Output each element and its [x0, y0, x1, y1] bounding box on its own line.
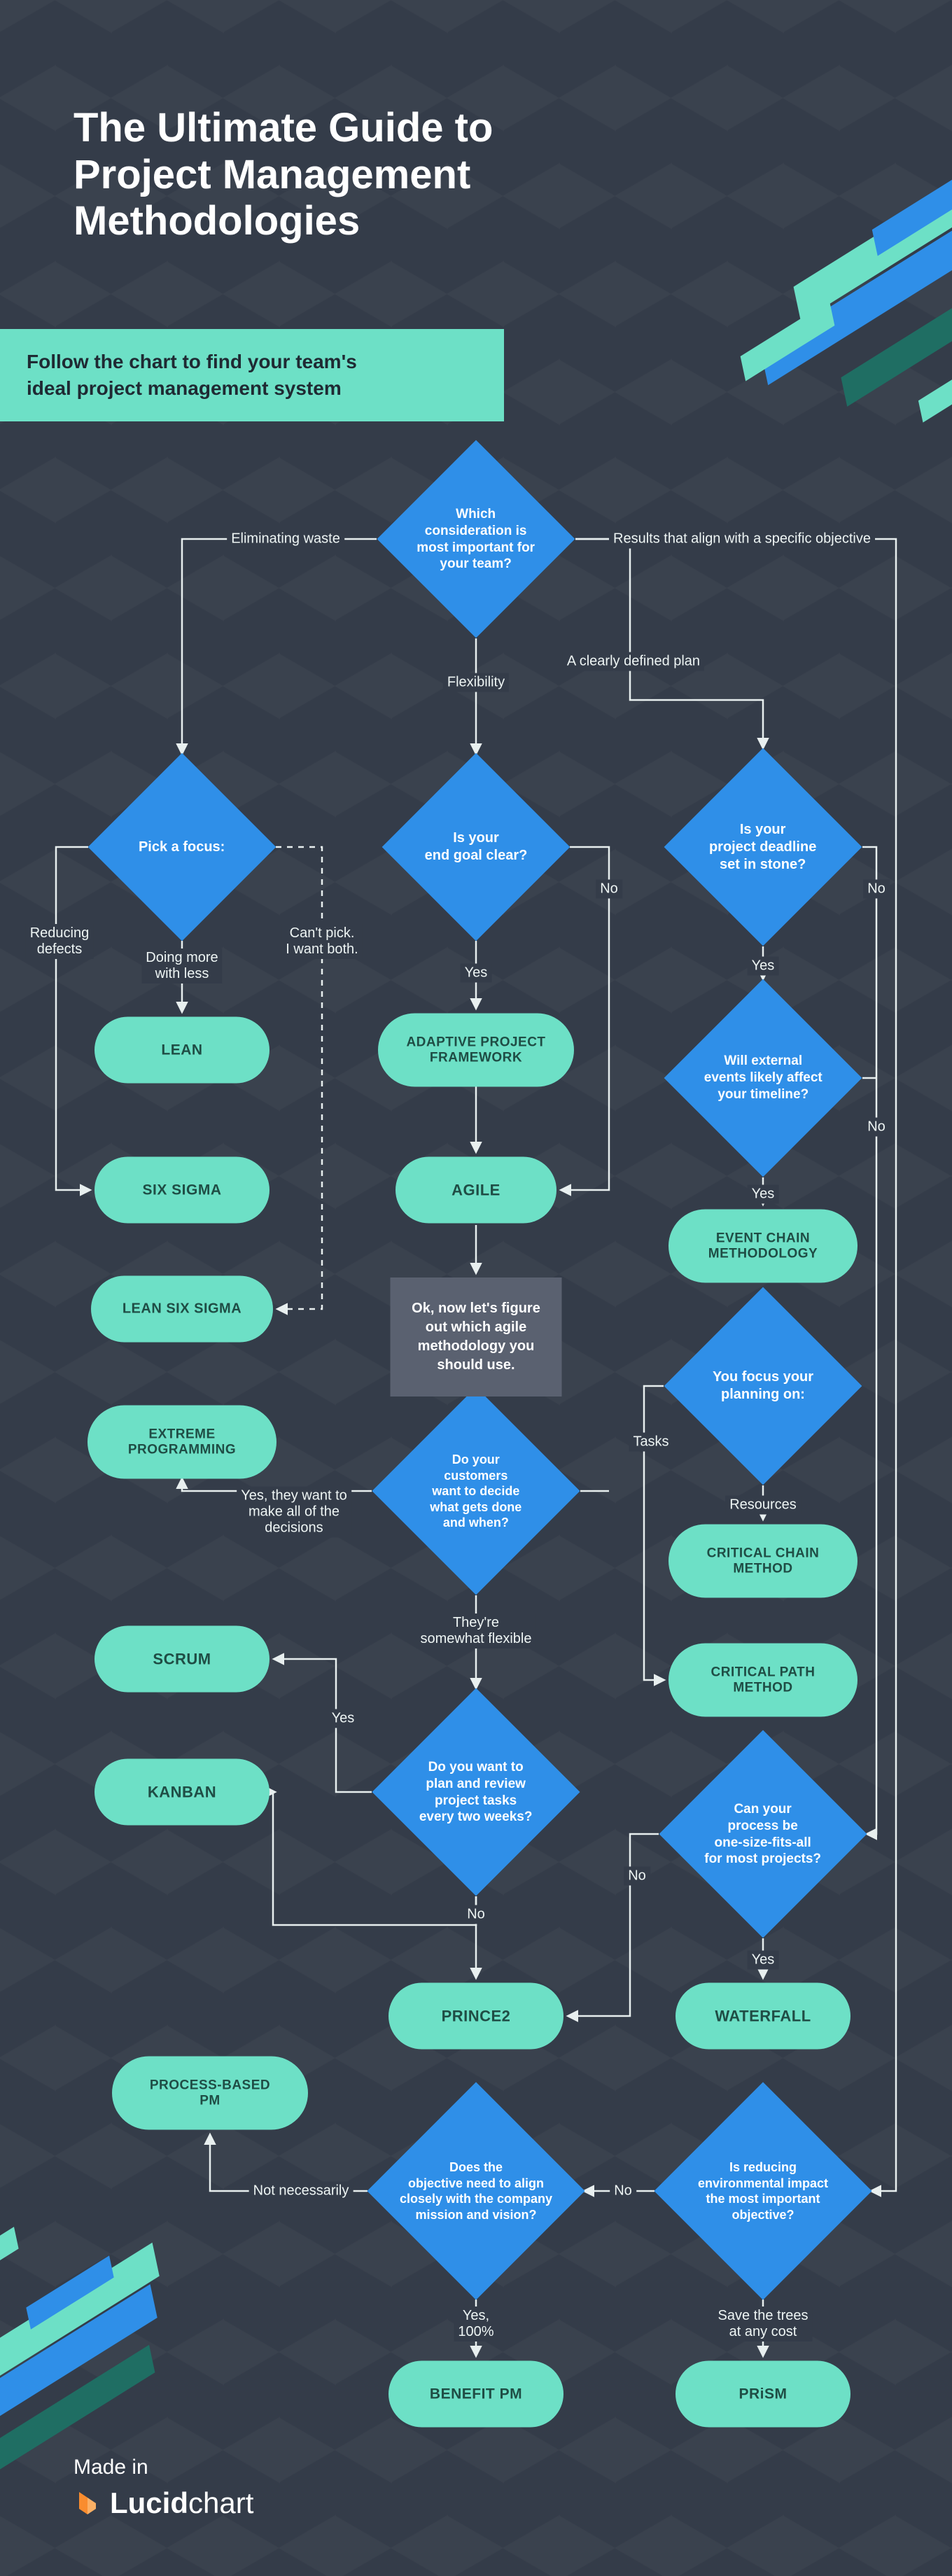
edge-label: Doing morewith less	[141, 948, 222, 983]
edge-label: Resources	[725, 1496, 801, 1515]
decision-label: Is yourend goal clear?	[410, 830, 542, 864]
brand-prefix: Lucid	[110, 2486, 188, 2519]
edge-label: No	[863, 880, 890, 899]
connector	[575, 539, 763, 748]
decision-label: Whichconsideration ismost important fory…	[406, 506, 546, 573]
connector	[561, 847, 609, 1190]
edge-label: Reducingdefects	[26, 924, 94, 959]
edge-label: Flexibility	[443, 673, 509, 692]
decision-label: Do yourcustomerswant to decidewhat gets …	[402, 1452, 550, 1531]
connector	[182, 539, 377, 753]
connector	[568, 1834, 659, 2016]
edge-label: No	[863, 1118, 890, 1137]
footer: Made in Lucidchart	[74, 2456, 253, 2520]
decision-label: Can yourprocess beone-size-fits-allfor m…	[690, 1801, 836, 1868]
edge-label: Yes	[748, 1951, 779, 1970]
decision-label: You focus yourplanning on:	[693, 1368, 833, 1404]
result-p_process: PROCESS-BASEDPM	[112, 2057, 308, 2130]
decision-label: Is reducingenvironmental impactthe most …	[686, 2160, 840, 2222]
result-p_prince2: PRINCE2	[388, 1983, 564, 2050]
edge-label: No	[610, 2182, 636, 2201]
edge-label: Not necessarily	[249, 2182, 354, 2201]
edge-label: Yes	[461, 964, 492, 983]
decision-label: Is yourproject deadlineset in stone?	[693, 821, 833, 874]
edge-label: Yes	[328, 1709, 359, 1728]
result-p_agile: AGILE	[396, 1157, 556, 1224]
connector	[644, 1386, 664, 1680]
edge-label: Yes,100%	[454, 2306, 498, 2342]
decision-label: Does theobjective need to alignclosely w…	[399, 2160, 553, 2222]
decision-label: Do you want toplan and reviewproject tas…	[402, 1759, 550, 1826]
lucidchart-logo-icon	[74, 2489, 102, 2517]
result-p_xp: EXTREMEPROGRAMMING	[88, 1406, 276, 1479]
edge-label: No	[463, 1905, 489, 1924]
footer-madein: Made in	[74, 2456, 253, 2479]
edge-label: Yes	[748, 957, 779, 976]
result-p_sixsigma: SIX SIGMA	[94, 1157, 270, 1224]
edge-label: They'resomewhat flexible	[416, 1614, 536, 1648]
result-p_critchain: CRITICAL CHAINMETHOD	[668, 1525, 858, 1598]
result-p_critpath: CRITICAL PATHMETHOD	[668, 1644, 858, 1717]
connector	[56, 847, 90, 1190]
result-p_prism: PRiSM	[676, 2361, 850, 2428]
edge-label: Results that align with a specific objec…	[609, 530, 875, 549]
result-p_adaptive: ADAPTIVE PROJECTFRAMEWORK	[378, 1014, 574, 1087]
result-p_benefit: BENEFIT PM	[388, 2361, 564, 2428]
edge-label: Can't pick.I want both.	[281, 924, 362, 959]
note-n_agilehelp: Ok, now let's figureout which agilemetho…	[391, 1278, 562, 1396]
result-p_scrum: SCRUM	[94, 1626, 270, 1693]
edge-label: Eliminating waste	[227, 530, 344, 549]
edge-label: Tasks	[629, 1433, 673, 1452]
result-p_leansix: LEAN SIX SIGMA	[91, 1276, 273, 1343]
connector	[862, 847, 876, 1834]
decision-label: Will externalevents likely affectyour ti…	[693, 1053, 833, 1102]
result-p_eventchain: EVENT CHAINMETHODOLOGY	[668, 1210, 858, 1283]
footer-brand: Lucidchart	[74, 2486, 253, 2520]
edge-label: No	[624, 1867, 650, 1886]
edge-label: Save the treesat any cost	[714, 2306, 813, 2342]
result-p_kanban: KANBAN	[94, 1759, 270, 1826]
edge-label: Yes	[748, 1185, 779, 1204]
edge-label: No	[596, 880, 622, 899]
brand-suffix: chart	[188, 2486, 253, 2519]
decision-label: Pick a focus:	[115, 839, 248, 856]
result-p_waterfall: WATERFALL	[676, 1983, 850, 2050]
edge-label: A clearly defined plan	[563, 652, 704, 671]
result-p_lean: LEAN	[94, 1017, 270, 1084]
edge-label: Yes, they want tomake all of thedecision…	[237, 1487, 351, 1538]
connector	[276, 847, 322, 1309]
